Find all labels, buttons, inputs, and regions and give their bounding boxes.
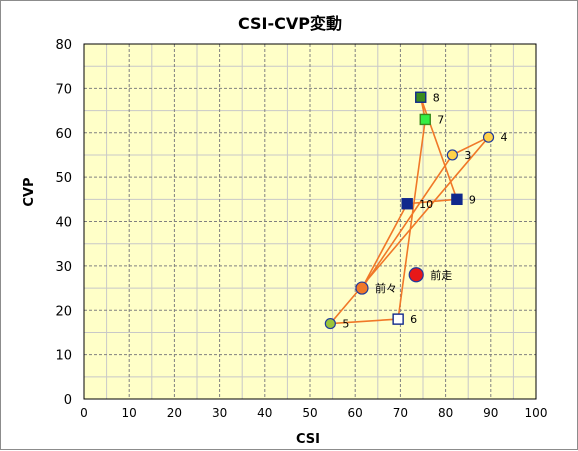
point-label-7: 7 xyxy=(437,113,444,126)
point-label-4: 4 xyxy=(501,131,508,144)
x-tick-label: 0 xyxy=(80,406,88,420)
x-tick-label: 80 xyxy=(438,406,453,420)
point-label-6: 6 xyxy=(410,313,417,326)
point-label-10: 10 xyxy=(419,198,433,211)
x-tick-label: 100 xyxy=(525,406,548,420)
marker-8 xyxy=(415,91,427,103)
x-axis-label: CSI xyxy=(296,432,320,447)
point-label-5: 5 xyxy=(342,318,349,331)
point-label-前走: 前走 xyxy=(430,268,452,282)
x-tick-label: 20 xyxy=(167,406,182,420)
y-tick-label: 50 xyxy=(55,171,72,186)
y-axis-ticks: 0 10 20 30 40 50 60 70 80 xyxy=(55,38,72,408)
y-tick-label: 10 xyxy=(55,349,72,364)
point-label-9: 9 xyxy=(469,193,476,206)
x-tick-label: 90 xyxy=(483,406,498,420)
marker-5 xyxy=(324,317,336,330)
x-tick-label: 60 xyxy=(348,406,363,420)
point-label-前々: 前々 xyxy=(375,281,397,295)
y-tick-label: 70 xyxy=(55,82,72,97)
x-tick-label: 10 xyxy=(122,406,137,420)
marker-3 xyxy=(446,149,458,161)
major-grid xyxy=(84,44,536,399)
point-label-3: 3 xyxy=(464,149,471,162)
marker-6 xyxy=(392,313,404,325)
marker-4 xyxy=(482,131,495,143)
y-tick-label: 20 xyxy=(55,304,72,319)
plot-border xyxy=(83,43,537,400)
x-tick-label: 30 xyxy=(212,406,227,420)
marker-9 xyxy=(451,193,463,206)
x-tick-label: 40 xyxy=(257,406,272,420)
chart-title: CSI-CVP変動 xyxy=(238,14,342,33)
x-tick-label: 70 xyxy=(393,406,408,420)
marker-7 xyxy=(419,113,431,126)
y-axis-label: CVP xyxy=(22,177,37,206)
x-tick-label: 50 xyxy=(302,406,317,420)
marker-10 xyxy=(401,198,413,210)
y-tick-label: 30 xyxy=(55,260,72,275)
y-tick-label: 80 xyxy=(55,38,72,53)
point-label-8: 8 xyxy=(433,91,440,104)
y-tick-label: 60 xyxy=(55,127,72,142)
marker-前々 xyxy=(355,281,369,295)
series-lines xyxy=(328,97,490,325)
x-axis-ticks: 0 10 20 30 40 50 60 70 80 90 100 xyxy=(80,406,547,420)
marker-前走 xyxy=(408,267,424,283)
series-line xyxy=(328,97,490,325)
data-markers xyxy=(324,91,495,330)
y-tick-label: 0 xyxy=(64,393,72,408)
y-tick-label: 40 xyxy=(55,216,72,231)
